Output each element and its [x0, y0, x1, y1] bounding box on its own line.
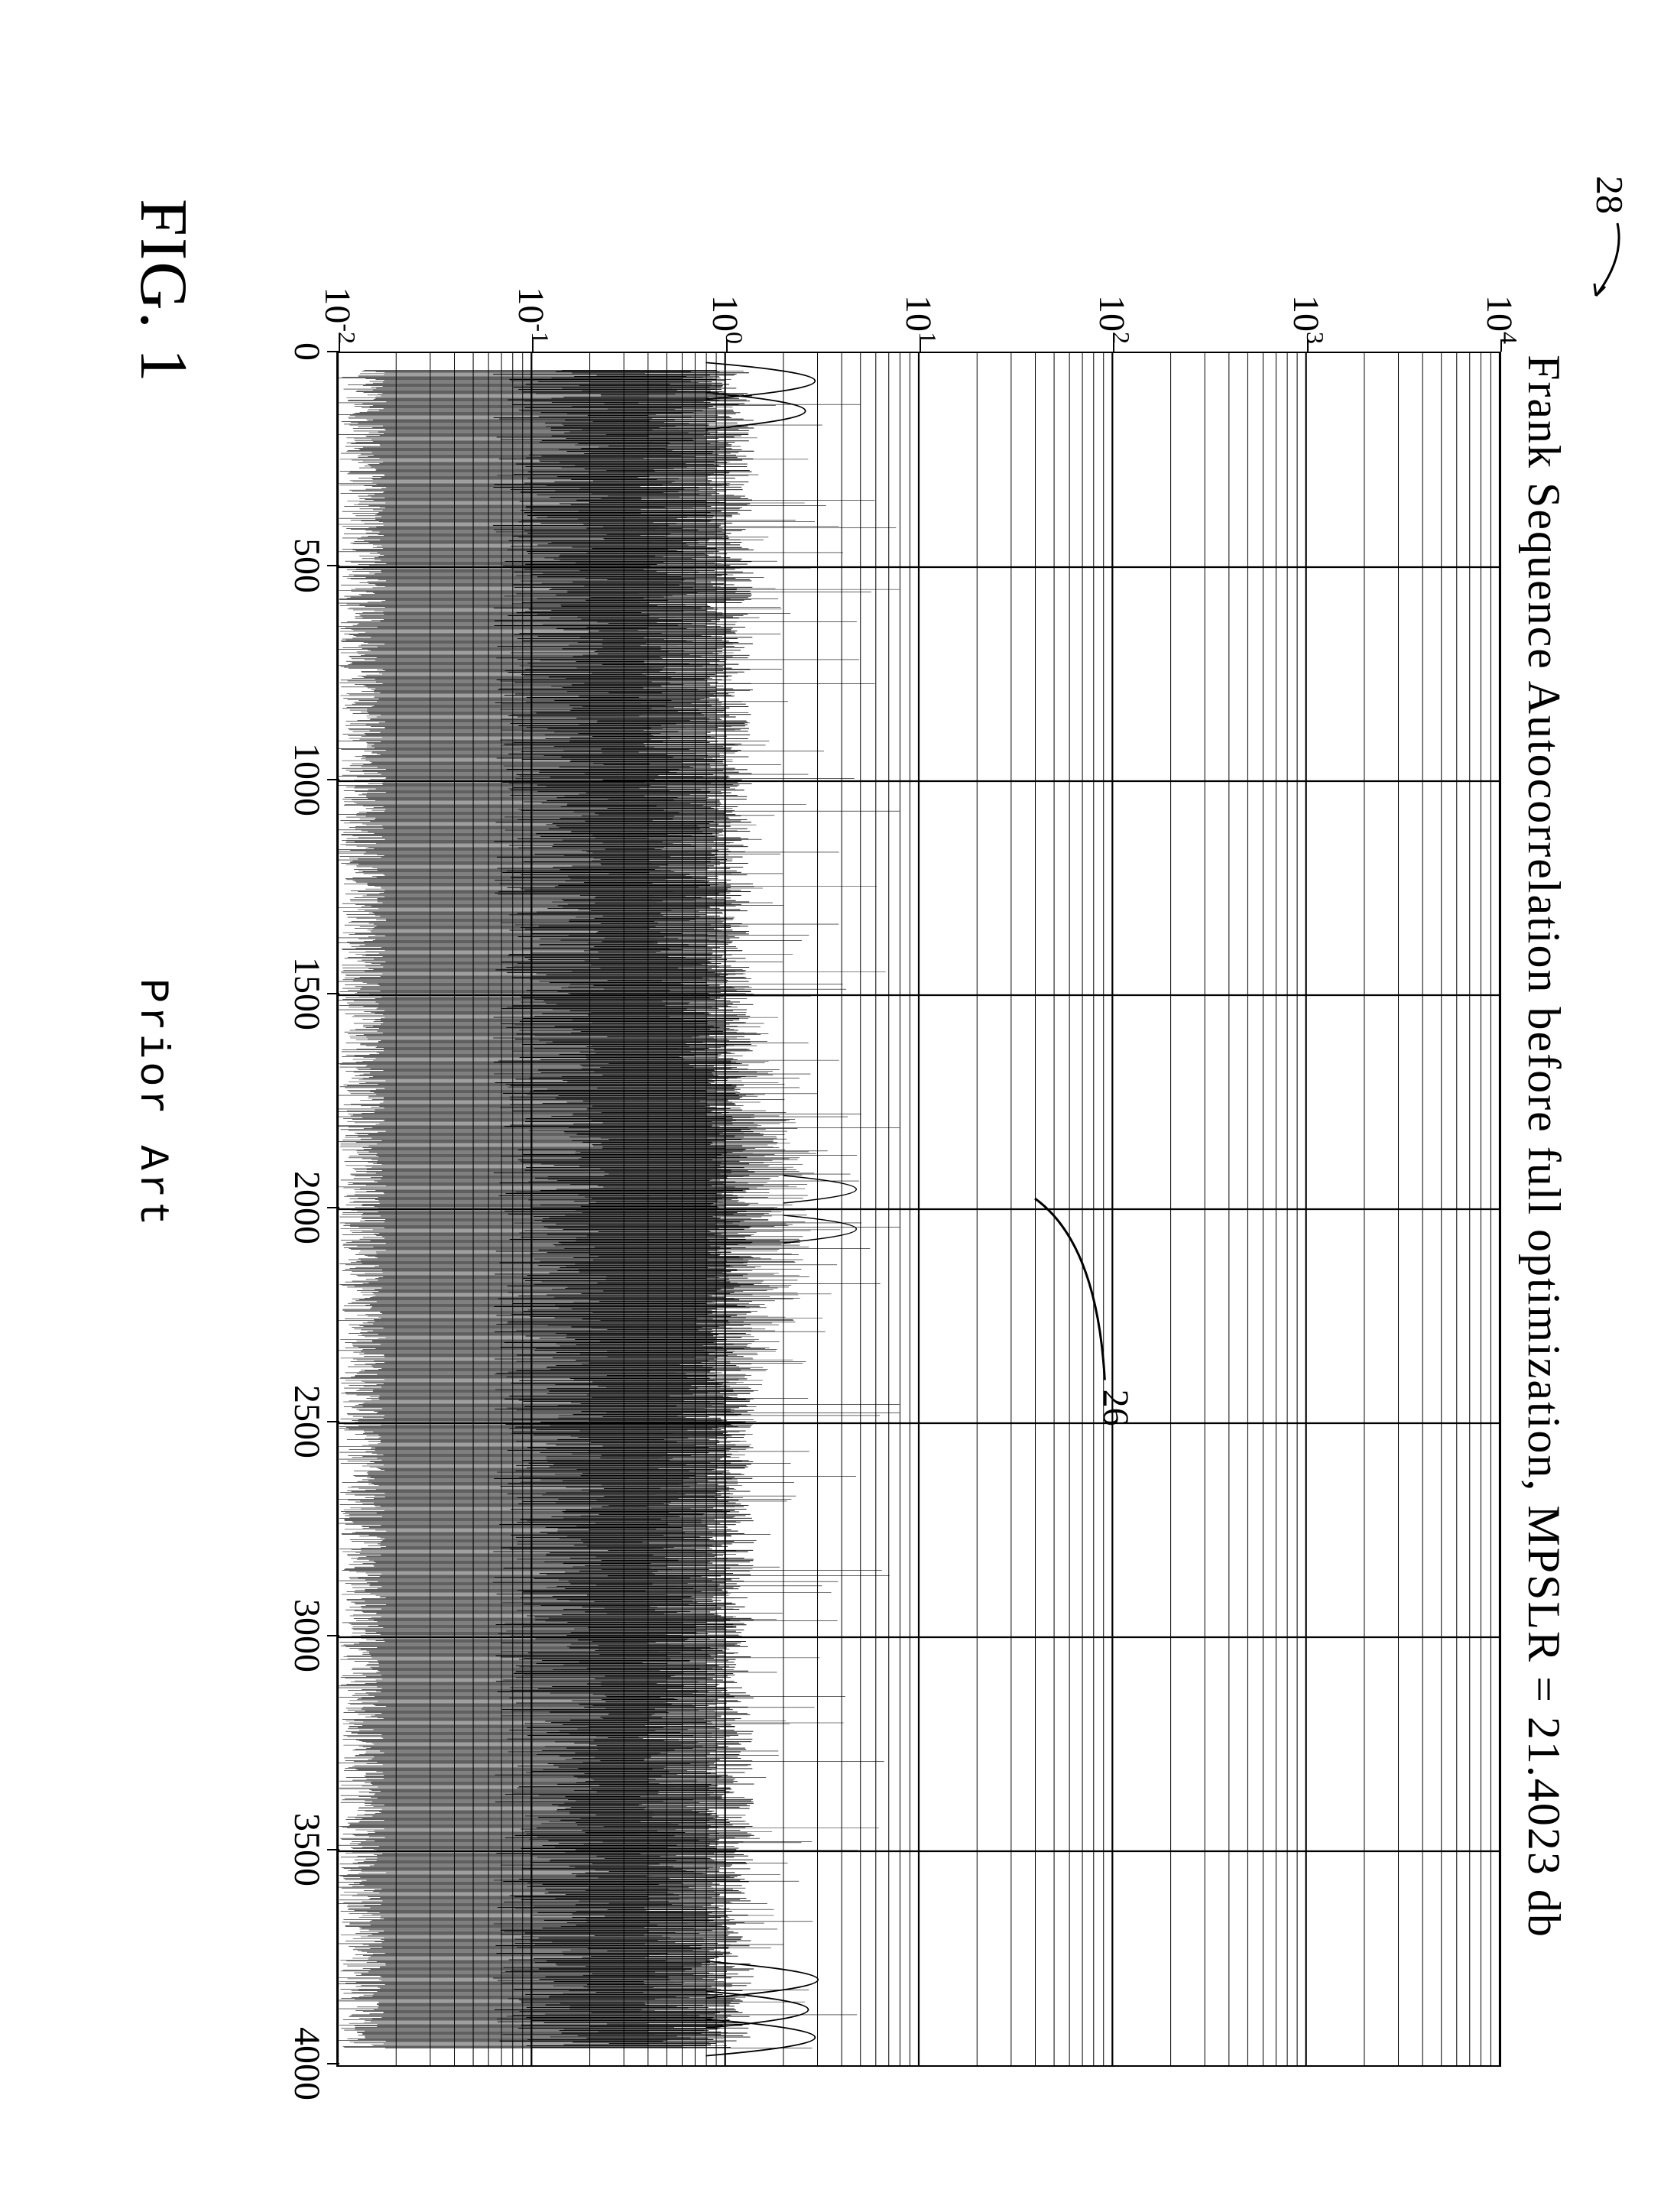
y-tick-label: 10-1 [510, 229, 554, 344]
y-tick-mark [1113, 339, 1114, 352]
x-tick-label: 2500 [286, 1368, 328, 1475]
page: 28 Frank Sequence Autocorrelation before… [0, 0, 1677, 2212]
plot-area [336, 352, 1501, 2067]
x-tick-label: 500 [286, 512, 328, 619]
x-tick-mark [327, 351, 339, 352]
x-tick-label: 0 [286, 298, 328, 405]
y-tick-label: 101 [897, 229, 942, 344]
x-tick-label: 2000 [286, 1154, 328, 1261]
annotation-26-label: 26 [1095, 1390, 1137, 1426]
x-tick-mark [327, 1207, 339, 1208]
x-tick-label: 1000 [286, 726, 328, 833]
y-tick-label: 103 [1285, 229, 1329, 344]
y-tick-mark [532, 339, 534, 352]
x-tick-mark [327, 565, 339, 566]
plot-svg [338, 353, 1500, 2065]
x-tick-mark [327, 1849, 339, 1850]
x-tick-label: 1500 [286, 940, 328, 1047]
y-tick-label: 102 [1091, 229, 1135, 344]
figure-ref-number: 28 [1579, 176, 1633, 311]
x-tick-mark [327, 2063, 339, 2064]
x-tick-mark [327, 1635, 339, 1636]
x-tick-mark [327, 993, 339, 994]
y-tick-mark [1500, 339, 1502, 352]
x-tick-mark [327, 1421, 339, 1422]
ref-28-text: 28 [1589, 176, 1632, 214]
x-tick-mark [327, 779, 339, 780]
x-tick-label: 4000 [286, 2010, 328, 2117]
y-tick-mark [1307, 339, 1309, 352]
y-tick-mark [339, 339, 340, 352]
x-tick-label: 3000 [286, 1582, 328, 1689]
y-tick-mark [726, 339, 728, 352]
figure-label: FIG. 1 [125, 199, 202, 384]
prior-art-label: Prior Art [128, 978, 175, 1229]
y-tick-mark [920, 339, 921, 352]
y-tick-label: 100 [704, 229, 748, 344]
ref-28-arrow-icon [1579, 219, 1633, 311]
x-tick-label: 3500 [286, 1796, 328, 1903]
y-tick-label: 104 [1478, 229, 1523, 344]
rotated-figure-container: 28 Frank Sequence Autocorrelation before… [0, 0, 1677, 2212]
chart-title: Frank Sequence Autocorrelation before fu… [1517, 214, 1570, 2079]
chart-wrapper: Frank Sequence Autocorrelation before fu… [255, 214, 1570, 2079]
